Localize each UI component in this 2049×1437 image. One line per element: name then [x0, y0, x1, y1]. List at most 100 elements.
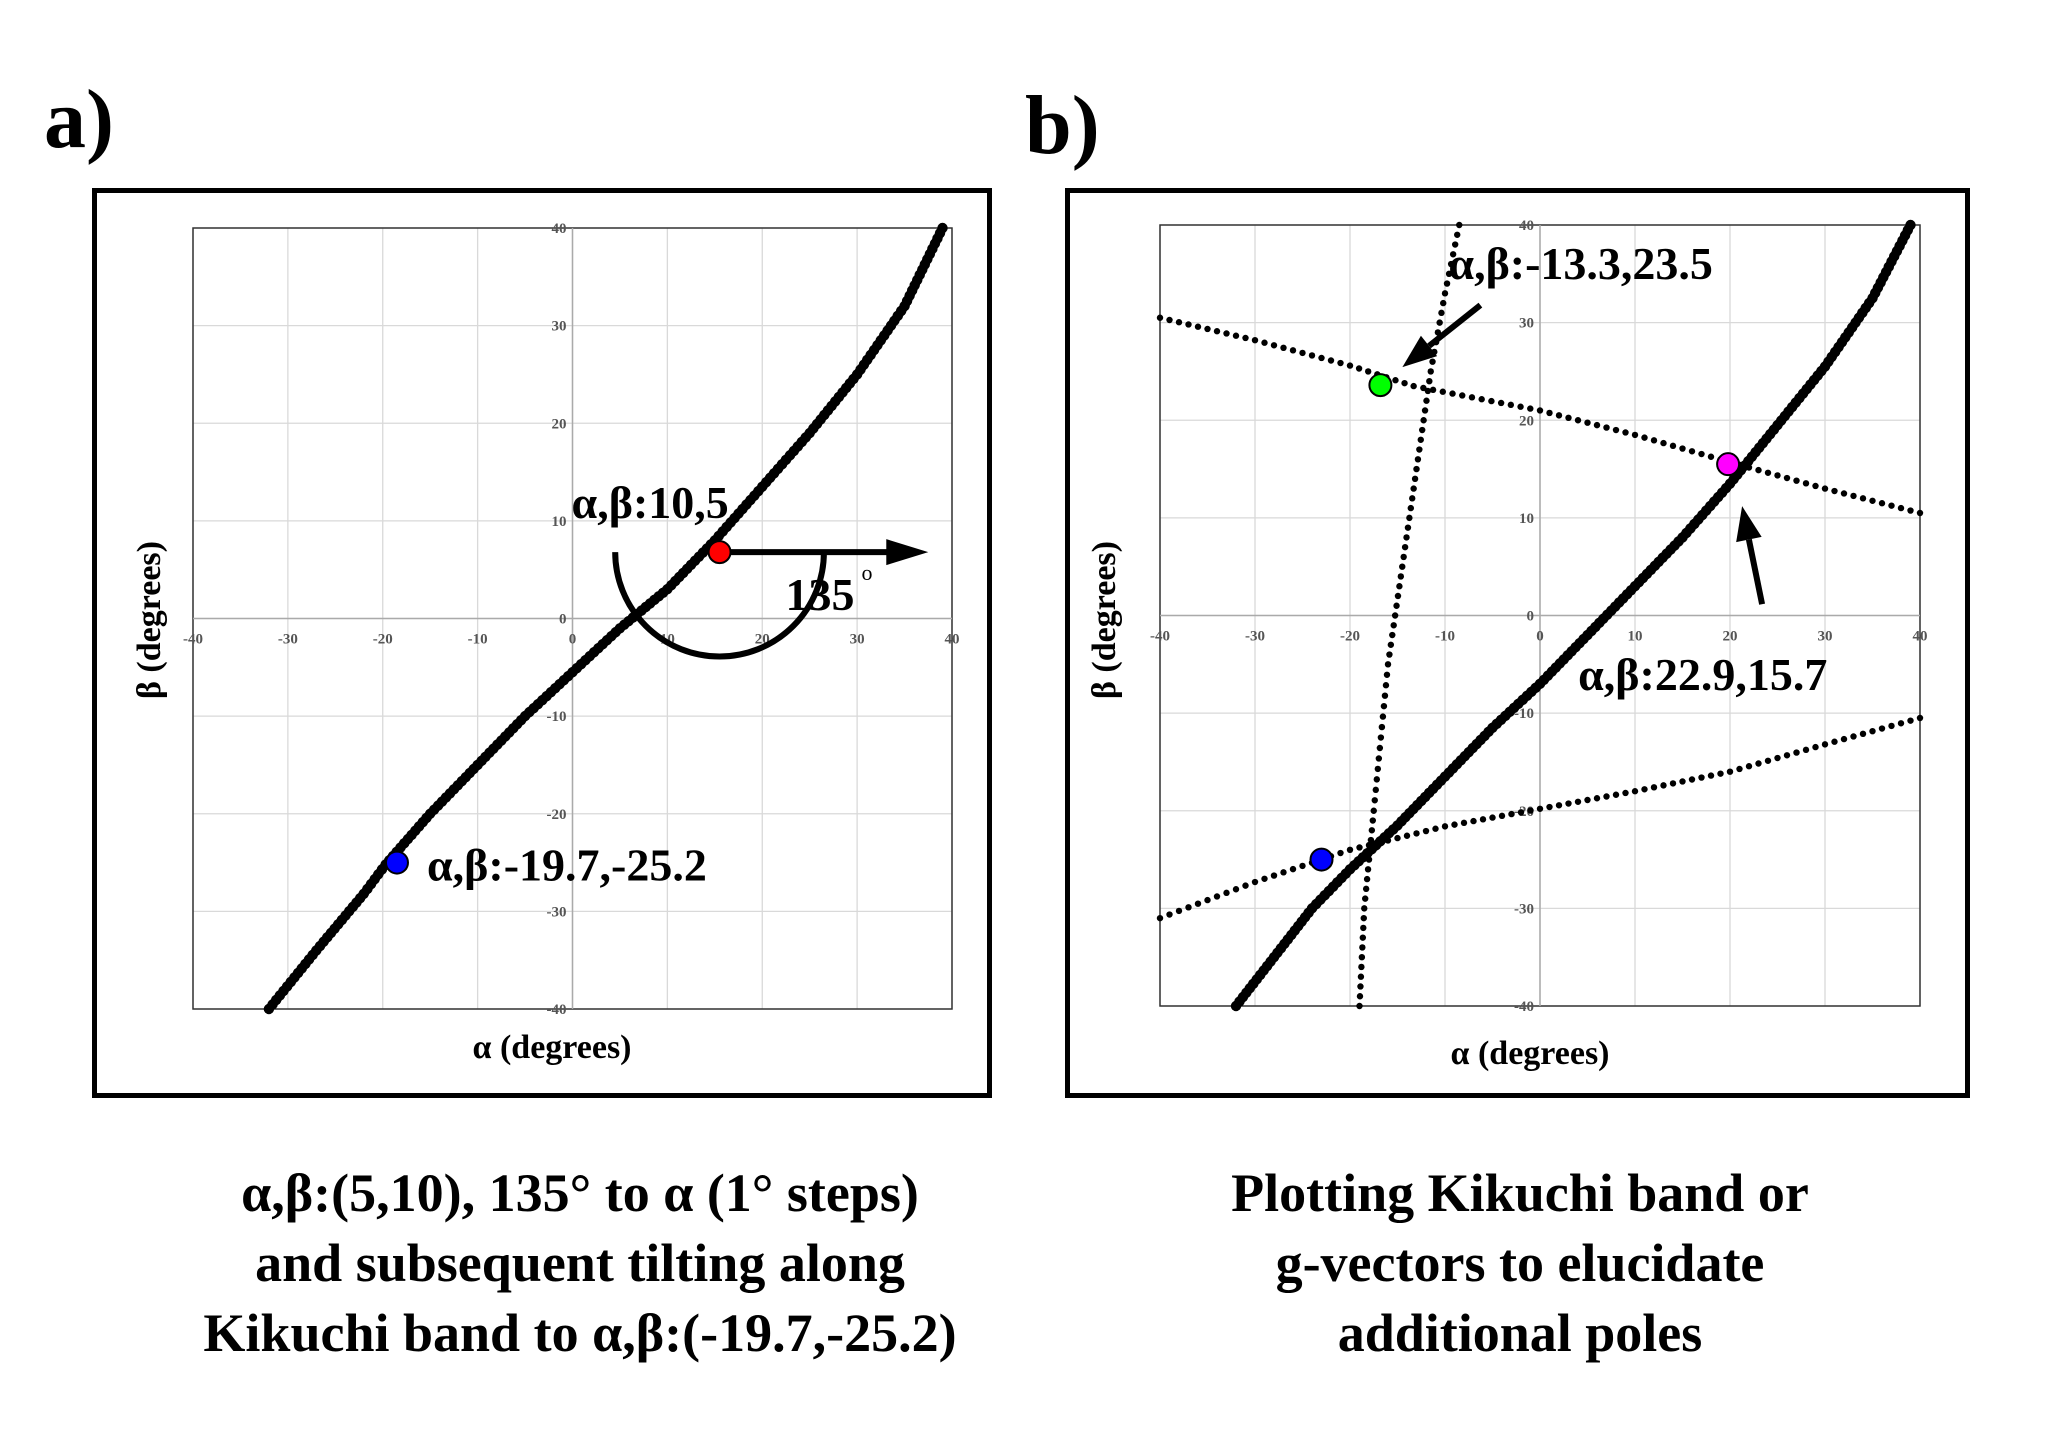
band-point: [1419, 426, 1426, 434]
band-point: [1410, 485, 1417, 492]
band-point: [1669, 780, 1677, 787]
band-point: [1603, 424, 1610, 431]
band-point: [1386, 651, 1393, 658]
pointer-arrow-magenta-shaft: [1745, 538, 1766, 605]
band-point: [1821, 485, 1829, 492]
band-point: [1517, 809, 1525, 816]
band-point: [1166, 316, 1173, 324]
band-point: [1641, 786, 1648, 793]
band-point: [1289, 347, 1297, 354]
panel-b-frame: [1065, 188, 1970, 1098]
band-point: [1650, 784, 1658, 791]
y-axis-title: β (degrees): [1086, 541, 1123, 699]
band-point: [1156, 914, 1164, 922]
band-point: [1468, 394, 1476, 401]
band-point: [1574, 798, 1582, 805]
band-point: [1774, 754, 1781, 762]
band-point: [1869, 497, 1876, 504]
y-axis-title: β (degrees): [131, 541, 168, 699]
band-point: [1850, 733, 1857, 740]
band-point: [1413, 830, 1420, 837]
band-point: [1365, 841, 1373, 849]
pole-label: α,β:-13.3,23.5: [1448, 238, 1713, 289]
band-point: [1417, 436, 1424, 443]
band-point: [1401, 543, 1409, 551]
band-point: [1726, 768, 1734, 775]
band-point: [1449, 251, 1457, 258]
band-point: [1404, 524, 1412, 531]
band-point: [1905, 219, 1916, 231]
band-point: [1424, 387, 1432, 395]
band-point: [1707, 772, 1715, 779]
band-point: [1400, 553, 1407, 561]
band-point: [1355, 365, 1363, 372]
band-point: [1688, 776, 1696, 783]
band-point: [1426, 378, 1433, 385]
marked-pole-point: [1716, 452, 1741, 477]
band-point: [1888, 502, 1895, 509]
band-point: [1555, 802, 1563, 809]
band-point: [1438, 309, 1445, 317]
band-point: [1460, 819, 1468, 827]
band-point: [1399, 563, 1406, 570]
x-tick-label: -10: [468, 632, 488, 648]
band-point: [1371, 797, 1378, 804]
caption-line: and subsequent tilting along: [255, 1233, 905, 1293]
band-point: [1346, 846, 1354, 853]
x-tick-label: 10: [1628, 629, 1643, 645]
band-point: [1394, 592, 1402, 600]
y-tick-label: 30: [1519, 316, 1534, 332]
band-point: [1406, 514, 1413, 522]
band-point: [1299, 862, 1306, 870]
x-tick-label: -30: [1245, 629, 1265, 645]
band-point: [1357, 983, 1364, 990]
y-tick-label: 40: [552, 221, 567, 237]
band-point: [1688, 448, 1696, 455]
x-tick-label: -30: [278, 632, 298, 648]
x-tick-label: 30: [1818, 629, 1833, 645]
band-point: [1745, 464, 1753, 471]
band-point: [1698, 774, 1705, 781]
band-point: [1859, 495, 1867, 502]
caption-line: Plotting Kikuchi band or: [1231, 1163, 1809, 1223]
band-point: [1360, 914, 1367, 922]
band-point: [1185, 321, 1192, 328]
band-point: [1441, 823, 1449, 830]
band-point: [1213, 328, 1221, 335]
x-tick-label: 40: [945, 632, 960, 648]
band-point: [1373, 776, 1381, 783]
y-tick-label: 10: [1519, 511, 1534, 527]
band-point: [1508, 810, 1515, 818]
x-tick-label: 40: [1913, 629, 1928, 645]
band-point: [1897, 720, 1905, 727]
x-tick-label: -10: [1435, 629, 1455, 645]
band-point: [1774, 472, 1781, 479]
band-point: [1698, 450, 1705, 458]
band-point: [1358, 963, 1365, 971]
x-axis-title: α (degrees): [1450, 1035, 1609, 1072]
band-point: [1527, 807, 1534, 814]
band-point: [1369, 817, 1377, 824]
pole-label: α,β:10,5: [572, 477, 729, 528]
band-point: [1489, 814, 1496, 821]
band-point: [1382, 682, 1390, 689]
band-point: [1907, 717, 1914, 724]
band-point: [1362, 885, 1370, 893]
x-tick-label: 0: [1536, 629, 1544, 645]
band-point: [1436, 319, 1443, 326]
band-point: [1356, 1002, 1363, 1010]
panel-a-frame: [92, 188, 992, 1098]
band-point: [1391, 612, 1399, 619]
band-point: [1517, 403, 1524, 410]
band-point: [1223, 330, 1230, 337]
band-point: [1261, 875, 1268, 882]
y-tick-label: 40: [1519, 218, 1534, 234]
band-point: [937, 222, 948, 234]
band-point: [1878, 725, 1886, 732]
band-point: [1390, 622, 1397, 629]
band-point: [1456, 221, 1463, 229]
band-point: [1584, 419, 1591, 426]
band-point: [1755, 760, 1762, 767]
band-point: [1764, 757, 1772, 764]
band-point: [1907, 507, 1914, 514]
